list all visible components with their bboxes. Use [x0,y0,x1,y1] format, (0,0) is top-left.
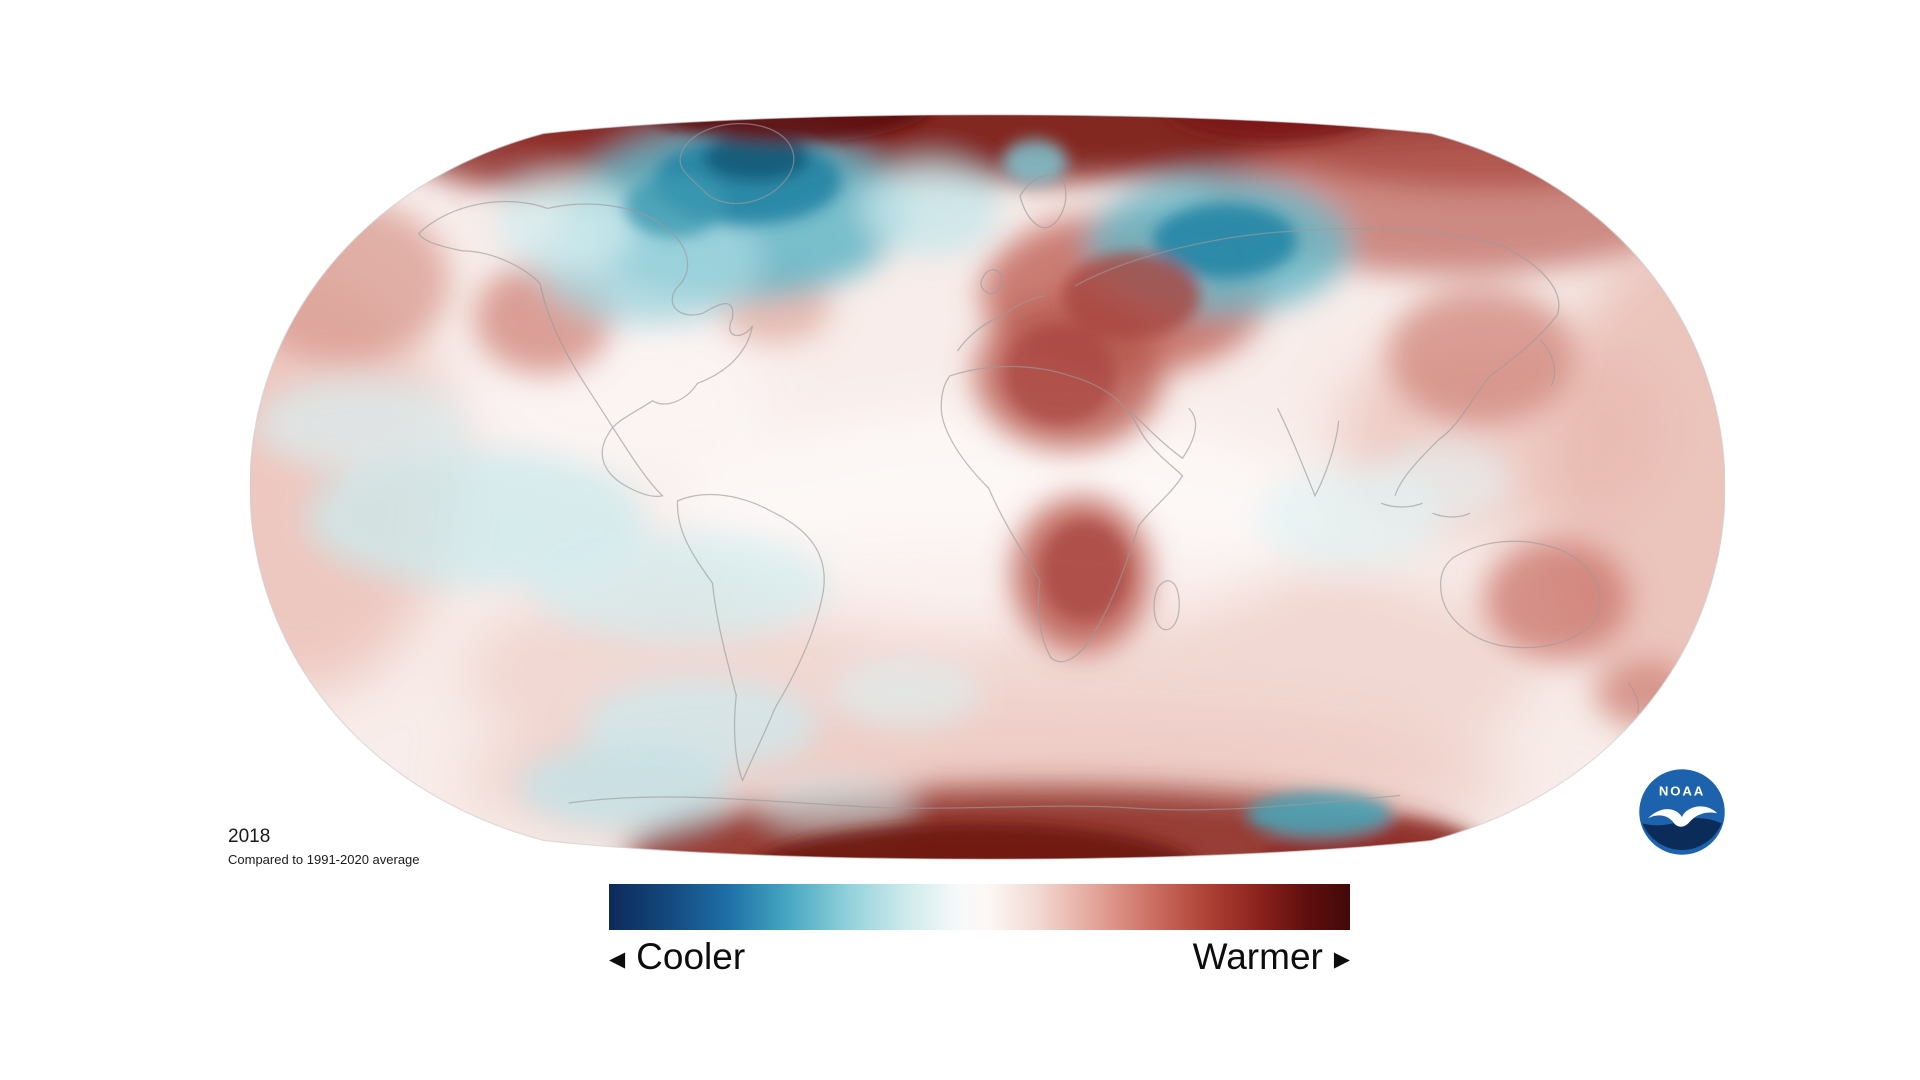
warmer-label: Warmer [1192,936,1323,977]
coastlines [417,122,1640,811]
colorbar [609,884,1350,930]
world-anomaly-map [250,106,1725,868]
colorbar-labels: ◀ Cooler Warmer ▶ [609,936,1350,978]
legend-cooler: ◀ Cooler [609,936,745,978]
left-arrow-icon: ◀ [609,947,626,971]
noaa-logo-svg: NOAA [1639,769,1725,855]
legend-warmer: Warmer ▶ [1193,936,1350,978]
right-arrow-icon: ▶ [1333,947,1350,971]
cooler-label: Cooler [636,936,746,977]
year-label: 2018 [228,826,271,847]
baseline-caption: Compared to 1991-2020 average [228,852,420,867]
anomaly-map-svg [250,114,1725,860]
noaa-logo: NOAA [1638,768,1726,856]
map-outline [250,114,1725,860]
anomaly-field [250,114,1725,860]
noaa-logo-text: NOAA [1659,784,1705,799]
